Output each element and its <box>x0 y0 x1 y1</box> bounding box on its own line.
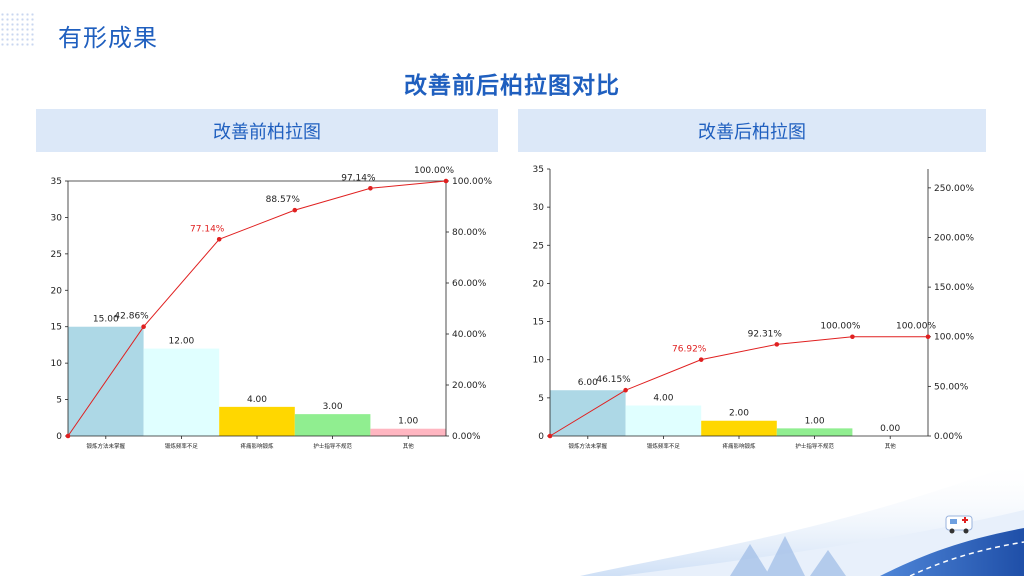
y-tick-label: 10 <box>51 359 63 369</box>
y2-tick-label: 40.00% <box>452 330 487 340</box>
cumulative-point <box>141 324 146 330</box>
cumulative-percent-label: 77.14% <box>190 224 225 234</box>
bar-value-label: 1.00 <box>805 416 825 426</box>
cumulative-point <box>850 334 855 340</box>
cumulative-percent-label: 46.15% <box>596 375 631 385</box>
cumulative-point <box>698 357 704 362</box>
y-tick-label: 0 <box>538 432 544 442</box>
bar-value-label: 0.00 <box>880 424 900 434</box>
bar <box>625 405 702 436</box>
cumulative-point <box>925 334 931 340</box>
cumulative-percent-label: 97.14% <box>341 173 376 183</box>
page-title: 有形成果 <box>58 24 158 52</box>
y-tick-label: 35 <box>533 165 544 175</box>
bar-value-label: 15.00 <box>93 315 119 325</box>
bar <box>370 428 446 436</box>
y-tick-label: 25 <box>533 241 544 251</box>
bar-value-label: 4.00 <box>653 393 673 403</box>
x-tick-label: 其他 <box>885 442 897 450</box>
y-tick-label: 25 <box>51 250 62 260</box>
y2-tick-label: 0.00% <box>452 432 481 442</box>
after-pareto-chart: 0 5 10 15 20 25 30 35 0.00% 50.00% 100.00% 150.00% 2… <box>533 165 975 450</box>
cumulative-point <box>292 207 298 213</box>
y2-tick-label: 80.00% <box>452 228 487 238</box>
x-tick-label: 疼痛影响锻炼 <box>722 442 756 450</box>
y-tick-label: 0 <box>56 432 62 442</box>
y-tick-label: 30 <box>533 203 545 213</box>
bar <box>143 348 220 436</box>
y2-tick-label: 250.00% <box>934 184 974 194</box>
x-tick-label: 其他 <box>403 442 415 450</box>
bar-value-label: 3.00 <box>323 402 343 412</box>
x-tick-label: 护士指导不规范 <box>795 442 834 450</box>
y-tick-label: 5 <box>56 396 62 406</box>
bar <box>294 414 371 436</box>
bar <box>219 406 295 436</box>
x-tick-label: 疼痛影响锻炼 <box>240 442 274 450</box>
x-tick-label: 护士指导不规范 <box>313 442 352 450</box>
cumulative-line <box>67 180 447 437</box>
cumulative-percent-label: 100.00% <box>896 322 936 332</box>
y2-tick-label: 150.00% <box>934 283 974 293</box>
cumulative-percent-label: 42.86% <box>114 312 149 322</box>
y-tick-label: 15 <box>51 323 62 333</box>
cumulative-percent-label: 76.92% <box>672 345 707 355</box>
ambulance-icon <box>945 515 973 534</box>
y2-tick-label: 200.00% <box>934 233 974 243</box>
y-tick-label: 20 <box>533 279 545 289</box>
y2-tick-label: 20.00% <box>452 381 487 391</box>
y-tick-label: 20 <box>51 286 63 296</box>
y-tick-label: 10 <box>533 356 545 366</box>
y-tick-label: 15 <box>533 318 544 328</box>
cumulative-line <box>549 336 928 437</box>
cumulative-point <box>443 178 449 184</box>
after-chart-header: 改善后柏拉图 <box>518 109 986 152</box>
cumulative-point <box>774 342 780 347</box>
x-tick-label: 锻炼方法未掌握 <box>569 442 608 450</box>
x-tick-label: 锻炼频率不足 <box>647 442 681 450</box>
main-title: 改善前后柏拉图对比 <box>404 73 620 99</box>
y-tick-label: 35 <box>51 177 62 187</box>
bar <box>776 428 853 436</box>
dot-pattern-decoration <box>0 12 36 48</box>
bar-value-label: 6.00 <box>578 378 598 388</box>
cumulative-point <box>368 185 373 191</box>
cumulative-point <box>547 433 553 439</box>
cumulative-percent-label: 100.00% <box>414 166 454 176</box>
bar-value-label: 4.00 <box>247 395 267 405</box>
bar <box>701 420 777 436</box>
y2-tick-label: 50.00% <box>934 382 969 392</box>
landscape-decoration <box>580 460 1024 576</box>
cumulative-point <box>216 236 222 242</box>
x-tick-label: 锻炼方法未掌握 <box>87 442 126 450</box>
bar-value-label: 12.00 <box>169 337 195 347</box>
y2-tick-label: 100.00% <box>934 333 974 343</box>
y-tick-label: 30 <box>51 213 63 223</box>
y-tick-label: 5 <box>538 394 544 404</box>
x-tick-label: 锻炼频率不足 <box>165 442 199 450</box>
cumulative-percent-label: 92.31% <box>748 329 783 339</box>
cumulative-percent-label: 88.57% <box>266 195 301 205</box>
before-chart-header: 改善前柏拉图 <box>36 109 498 152</box>
bar-value-label: 1.00 <box>398 417 418 427</box>
y2-tick-label: 60.00% <box>452 279 487 289</box>
cumulative-point <box>65 433 71 439</box>
cumulative-percent-label: 100.00% <box>820 322 860 332</box>
cumulative-point <box>623 387 628 393</box>
y2-tick-label: 100.00% <box>452 177 492 187</box>
y2-tick-label: 0.00% <box>934 432 963 442</box>
bar-value-label: 2.00 <box>729 409 749 419</box>
before-pareto-chart: 0 5 10 15 20 25 30 35 0.00% 20.00% 40.00% 60.00% 80.… <box>51 166 493 450</box>
